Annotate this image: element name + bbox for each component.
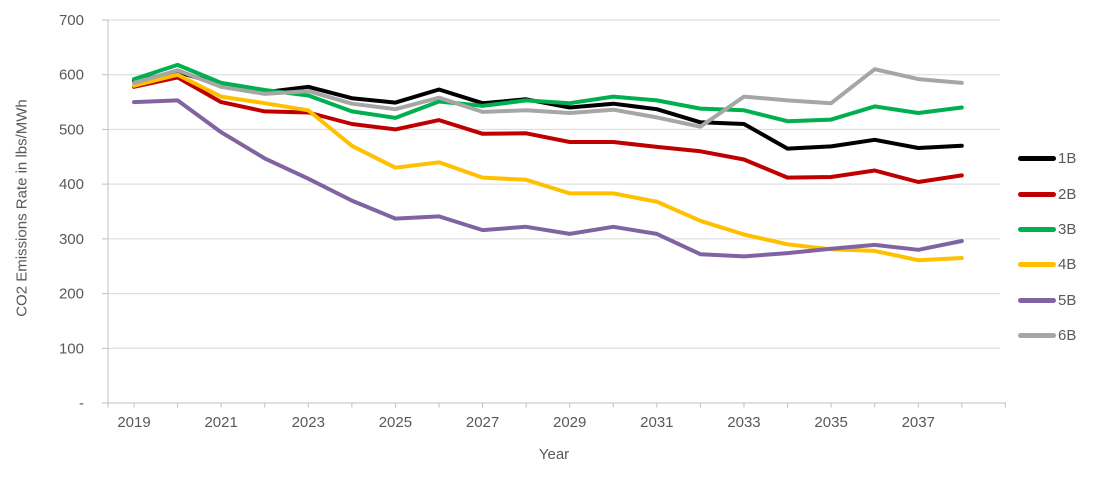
x-tick-label: 2033: [727, 414, 760, 431]
y-tick-label: -: [79, 395, 84, 412]
legend-item-4B[interactable]: 4B: [1018, 247, 1108, 282]
legend-label: 4B: [1058, 256, 1077, 274]
legend-swatch-icon: [1018, 297, 1056, 303]
y-tick-label: 100: [59, 340, 84, 357]
legend-swatch-icon: [1018, 226, 1056, 232]
y-tick-label: 200: [59, 286, 84, 303]
x-axis-title: Year: [538, 446, 570, 463]
x-tick-label: 2019: [117, 414, 150, 431]
y-tick-label: 500: [59, 121, 84, 138]
legend-swatch-icon: [1018, 191, 1056, 197]
x-tick-label: 2021: [204, 414, 237, 431]
legend-item-1B[interactable]: 1B: [1018, 141, 1108, 176]
series-line-6B[interactable]: [132, 67, 964, 129]
legend-item-5B[interactable]: 5B: [1018, 283, 1108, 318]
legend-label: 1B: [1058, 150, 1077, 168]
series-line-2B[interactable]: [132, 75, 964, 184]
legend-label: 2B: [1058, 185, 1077, 203]
y-tick-label: 600: [59, 67, 84, 84]
x-tick-label: 2027: [466, 414, 499, 431]
x-tick-label: 2023: [292, 414, 325, 431]
y-tick-label: 400: [59, 176, 84, 193]
x-tick-label: 2031: [640, 414, 673, 431]
x-tick-label: 2029: [553, 414, 586, 431]
x-tick-label: 2037: [902, 414, 935, 431]
x-tick-label: 2035: [814, 414, 847, 431]
legend-item-2B[interactable]: 2B: [1018, 176, 1108, 211]
y-tick-label: 300: [59, 231, 84, 248]
legend-label: 3B: [1058, 220, 1077, 238]
legend-label: 5B: [1058, 291, 1077, 309]
series-line-5B[interactable]: [132, 98, 964, 259]
legend-swatch-icon: [1018, 262, 1056, 268]
chart-legend: 1B 2B 3B 4B 5B 6B: [1018, 141, 1108, 353]
y-tick-label: 700: [59, 12, 84, 29]
legend-swatch-icon: [1018, 333, 1056, 339]
legend-swatch-icon: [1018, 156, 1056, 162]
x-tick-label: 2025: [379, 414, 412, 431]
legend-item-3B[interactable]: 3B: [1018, 212, 1108, 247]
series-line-3B[interactable]: [132, 62, 964, 124]
y-axis-title: CO2 Emissions Rate in lbs/MWh: [13, 99, 31, 317]
legend-item-6B[interactable]: 6B: [1018, 318, 1108, 353]
legend-label: 6B: [1058, 327, 1077, 345]
